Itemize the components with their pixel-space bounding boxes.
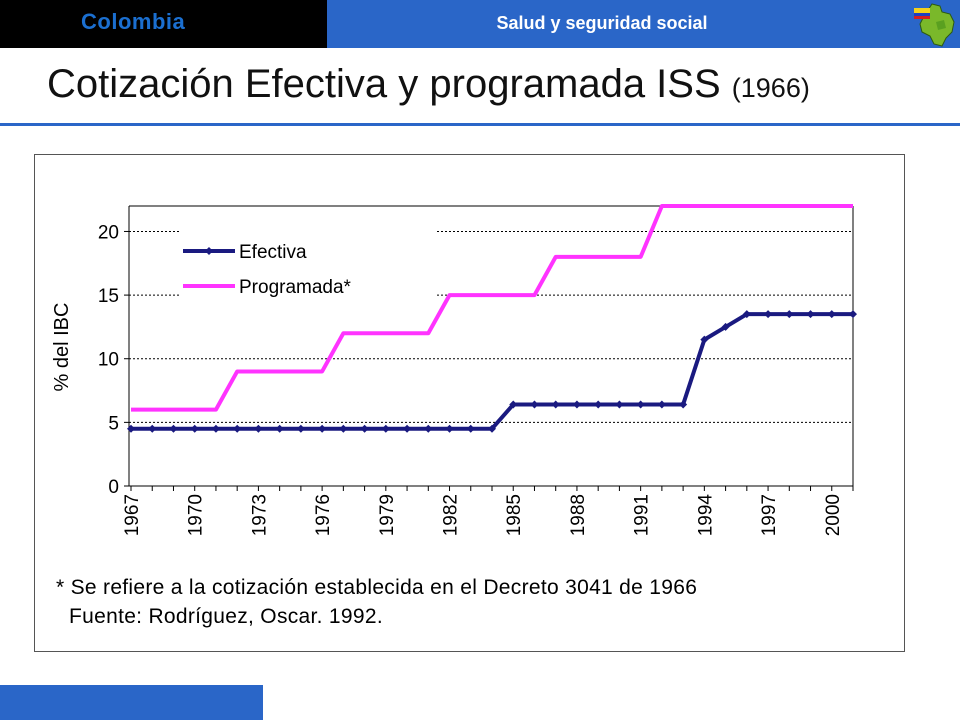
x-tick-label: 1991 bbox=[632, 494, 653, 536]
data-point bbox=[127, 424, 135, 433]
data-point bbox=[849, 310, 857, 319]
legend-marker-efectiva bbox=[205, 247, 213, 255]
title-divider bbox=[0, 123, 960, 126]
x-tick-label: 2000 bbox=[823, 494, 844, 536]
data-point bbox=[764, 310, 773, 319]
y-tick-label: 20 bbox=[98, 222, 119, 243]
data-point bbox=[403, 424, 412, 433]
data-point bbox=[657, 400, 666, 409]
x-tick-label: 1967 bbox=[122, 494, 143, 536]
data-point bbox=[339, 424, 348, 433]
data-point bbox=[190, 424, 199, 433]
data-point bbox=[551, 400, 560, 409]
data-point bbox=[488, 424, 496, 433]
data-point bbox=[636, 400, 645, 409]
country-label: Colombia bbox=[81, 9, 186, 34]
data-point bbox=[445, 424, 454, 433]
data-point bbox=[509, 400, 518, 409]
data-point bbox=[169, 424, 178, 433]
y-tick-label: 10 bbox=[98, 350, 119, 371]
x-tick-label: 1997 bbox=[759, 494, 780, 536]
legend-background bbox=[179, 231, 437, 301]
y-tick-label: 5 bbox=[108, 413, 119, 434]
legend-label-efectiva: Efectiva bbox=[239, 242, 307, 263]
data-point bbox=[318, 424, 327, 433]
data-point bbox=[424, 424, 433, 433]
colombia-map-icon bbox=[914, 3, 955, 47]
section-title: Salud y seguridad social bbox=[496, 13, 708, 33]
x-tick-label: 1979 bbox=[377, 494, 398, 536]
footnote: * Se refiere a la cotización establecida… bbox=[56, 573, 697, 631]
chart-frame: 0 5 10 15 20 1967 1970 1973 1976 1979 1982 1985 198… bbox=[34, 154, 905, 652]
x-tick-label: 1982 bbox=[441, 494, 462, 536]
data-point bbox=[233, 424, 242, 433]
page-title-main: Cotización Efectiva y programada ISS bbox=[47, 62, 721, 106]
x-tick-label: 1976 bbox=[313, 494, 334, 536]
data-point bbox=[594, 400, 603, 409]
data-point bbox=[148, 424, 157, 433]
data-point bbox=[296, 424, 305, 433]
y-tick-label: 0 bbox=[108, 477, 119, 498]
data-point bbox=[742, 310, 751, 319]
y-axis-label: % del IBC bbox=[51, 303, 73, 392]
x-tick-label: 1988 bbox=[568, 494, 589, 536]
header-country-panel: Colombia bbox=[0, 0, 327, 48]
series-line-programada bbox=[131, 204, 853, 412]
data-point bbox=[254, 424, 263, 433]
footer-bar bbox=[0, 685, 263, 720]
data-point bbox=[275, 424, 284, 433]
data-point bbox=[785, 310, 794, 319]
x-tick-label: 1985 bbox=[504, 494, 525, 536]
x-tick-label: 1994 bbox=[695, 494, 716, 537]
data-point bbox=[721, 322, 730, 331]
data-point bbox=[381, 424, 390, 433]
page-title-year: (1966) bbox=[731, 73, 810, 103]
y-ticks: 0 5 10 15 20 bbox=[98, 222, 129, 498]
x-ticks: 1967 1970 1973 1976 1979 1982 1985 1988 1991 1994… bbox=[122, 486, 854, 537]
x-tick-label: 1970 bbox=[186, 494, 207, 536]
series bbox=[127, 204, 857, 433]
data-point bbox=[806, 310, 815, 319]
data-point bbox=[700, 335, 709, 344]
data-point bbox=[360, 424, 369, 433]
data-point bbox=[466, 424, 475, 433]
footnote-note: * Se refiere a la cotización establecida… bbox=[56, 576, 698, 599]
legend: Efectiva Programada* bbox=[179, 231, 437, 301]
data-point bbox=[572, 400, 581, 409]
footnote-source: Fuente: Rodríguez, Oscar. 1992. bbox=[69, 605, 383, 628]
page-title: Cotización Efectiva y programada ISS (19… bbox=[47, 62, 810, 107]
legend-label-programada: Programada* bbox=[239, 277, 352, 298]
y-tick-label: 15 bbox=[98, 286, 119, 307]
data-point bbox=[827, 310, 836, 319]
data-point bbox=[615, 400, 624, 409]
x-tick-label: 1973 bbox=[249, 494, 270, 536]
data-point bbox=[211, 424, 220, 433]
line-chart: 0 5 10 15 20 1967 1970 1973 1976 1979 1982 1985 198… bbox=[51, 204, 857, 537]
data-point bbox=[679, 400, 688, 409]
header-section-panel: Salud y seguridad social bbox=[327, 0, 960, 48]
data-point bbox=[530, 400, 539, 409]
